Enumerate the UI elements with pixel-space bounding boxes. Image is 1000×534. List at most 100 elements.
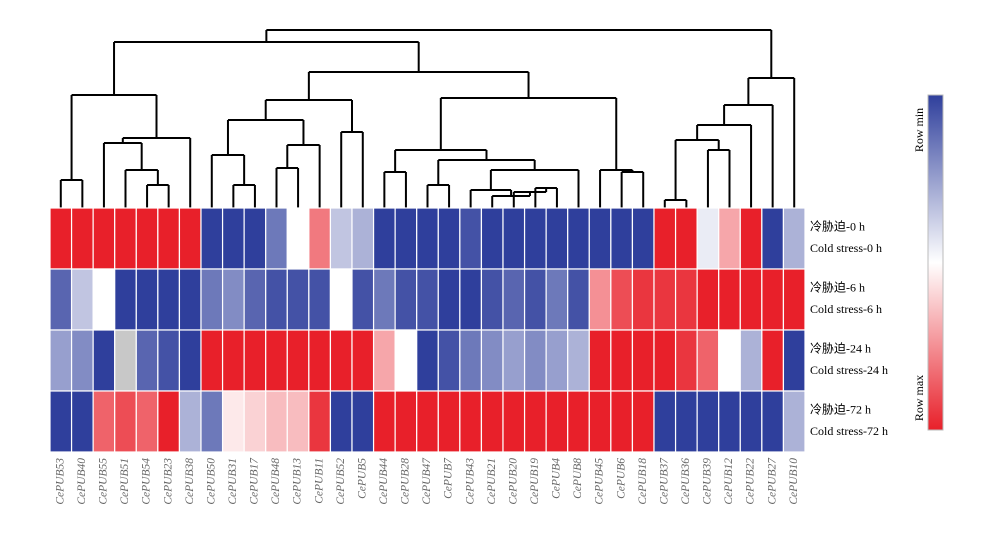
heatmap-cell <box>308 268 332 331</box>
heatmap-cell <box>610 207 634 270</box>
heatmap-cell <box>92 207 116 270</box>
heatmap-cell <box>653 329 677 392</box>
column-label: CePUB28 <box>400 458 412 505</box>
heatmap-cell <box>351 329 375 392</box>
heatmap-cell <box>351 268 375 331</box>
heatmap-cell <box>200 207 224 270</box>
column-label: CePUB48 <box>270 458 282 505</box>
column-label: CePUB20 <box>507 458 519 505</box>
heatmap-cell <box>243 329 267 392</box>
column-label: CePUB7 <box>443 457 455 499</box>
row-label: 冷胁迫-24 h <box>810 340 871 355</box>
column-label: CePUB11 <box>313 458 325 504</box>
column-label: CePUB54 <box>141 458 153 505</box>
heatmap-cell <box>696 268 720 331</box>
heatmap-cell <box>761 390 785 453</box>
column-label: CePUB27 <box>766 457 778 505</box>
heatmap-cell <box>178 268 202 331</box>
heatmap-cell <box>610 390 634 453</box>
column-label: CePUB31 <box>227 458 239 505</box>
heatmap-cell <box>221 390 245 453</box>
heatmap-cell <box>372 207 396 270</box>
heatmap-cell <box>437 268 461 331</box>
heatmap-cell <box>653 207 677 270</box>
column-label: CePUB40 <box>76 458 88 505</box>
heatmap-cell <box>286 390 310 453</box>
heatmap-cell <box>631 268 655 331</box>
column-label: CePUB51 <box>119 458 131 505</box>
heatmap-cell <box>610 268 634 331</box>
heatmap-cell <box>761 329 785 392</box>
heatmap-cell <box>92 390 116 453</box>
heatmap-cell <box>588 268 612 331</box>
column-label: CePUB23 <box>162 458 174 505</box>
heatmap-cell <box>739 329 763 392</box>
row-label: 冷胁迫-6 h <box>810 279 865 294</box>
heatmap-cell <box>696 329 720 392</box>
heatmap-cell <box>459 329 483 392</box>
heatmap-cell <box>265 390 288 453</box>
heatmap-cell <box>588 207 612 270</box>
heatmap-cell <box>329 268 353 331</box>
heatmap-cell <box>459 390 483 453</box>
heatmap-cell <box>523 207 547 270</box>
heatmap-cell <box>718 390 741 453</box>
heatmap-cell <box>502 268 526 331</box>
heatmap-cell <box>567 268 590 331</box>
column-label: CePUB6 <box>615 458 627 499</box>
heatmap-cell <box>631 207 655 270</box>
column-label: CePUB55 <box>98 458 110 505</box>
column-label: CePUB8 <box>572 458 584 499</box>
heatmap-cell <box>308 329 332 392</box>
dendrogram <box>59 29 796 208</box>
heatmap-cell <box>92 268 116 331</box>
column-label: CePUB21 <box>486 458 498 505</box>
heatmap-cell <box>243 390 267 453</box>
heatmap-cell <box>567 390 590 453</box>
heatmap-cell <box>394 390 418 453</box>
heatmap-cell <box>523 329 547 392</box>
heatmap-cell <box>653 390 677 453</box>
heatmap-cell <box>308 207 332 270</box>
column-label: CePUB47 <box>421 457 433 505</box>
heatmap-cell <box>567 329 590 392</box>
row-label-en: Cold stress-0 h <box>810 241 882 255</box>
heatmap-cell <box>480 268 504 331</box>
column-label: CePUB37 <box>658 457 670 505</box>
column-label: CePUB38 <box>184 458 196 505</box>
heatmap-cell <box>157 329 181 392</box>
heatmap-cell <box>200 329 224 392</box>
heatmap-cell <box>243 207 267 270</box>
heatmap-cell <box>200 268 224 331</box>
column-label: CePUB50 <box>205 458 217 505</box>
heatmap-cell <box>437 329 461 392</box>
heatmap-cell <box>416 329 439 392</box>
heatmap-cell <box>221 268 245 331</box>
heatmap-cell <box>480 207 504 270</box>
heatmap-cell <box>178 329 202 392</box>
heatmap-cell <box>92 329 116 392</box>
heatmap-cell <box>178 390 202 453</box>
heatmap-cell <box>394 268 418 331</box>
heatmap-cell <box>135 329 159 392</box>
row-label: 冷胁迫-0 h <box>810 218 865 233</box>
heatmap-cell <box>718 329 741 392</box>
column-label: CePUB39 <box>702 458 714 505</box>
heatmap-cell <box>761 268 785 331</box>
column-label: CePUB22 <box>745 458 757 505</box>
heatmap-cell <box>545 390 569 453</box>
heatmap-cell <box>502 207 526 270</box>
column-label: CePUB18 <box>637 458 649 505</box>
heatmap-cell <box>437 207 461 270</box>
colorbar <box>927 94 944 431</box>
heatmap-cell <box>631 329 655 392</box>
heatmap-cell <box>545 268 569 331</box>
heatmap-cell <box>49 329 73 392</box>
heatmap-cell <box>372 329 396 392</box>
heatmap-cell <box>265 268 288 331</box>
heatmap-cell <box>782 268 806 331</box>
heatmap-cell <box>49 390 73 453</box>
heatmap-cell <box>718 268 741 331</box>
heatmap-cell <box>394 207 418 270</box>
heatmap-cell <box>265 329 288 392</box>
